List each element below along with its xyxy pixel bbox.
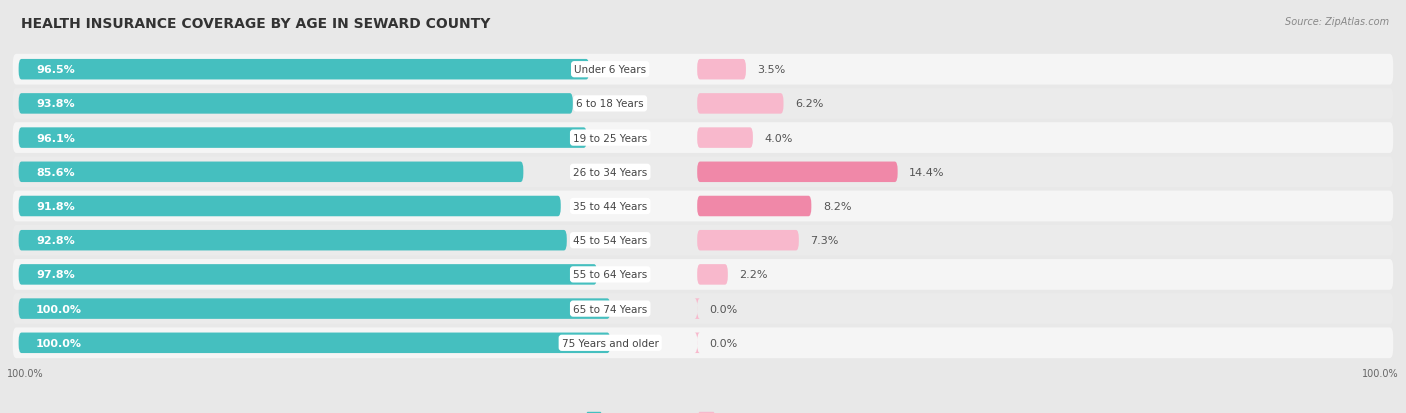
FancyBboxPatch shape [13, 89, 1393, 119]
Text: 3.5%: 3.5% [758, 65, 786, 75]
FancyBboxPatch shape [697, 128, 752, 149]
FancyBboxPatch shape [18, 299, 610, 319]
FancyBboxPatch shape [695, 299, 700, 319]
Text: 2.2%: 2.2% [740, 270, 768, 280]
FancyBboxPatch shape [18, 60, 589, 80]
Text: Under 6 Years: Under 6 Years [574, 65, 647, 75]
Text: 93.8%: 93.8% [37, 99, 75, 109]
Text: 4.0%: 4.0% [765, 133, 793, 143]
FancyBboxPatch shape [18, 128, 586, 149]
Text: 91.8%: 91.8% [37, 202, 75, 211]
Text: 26 to 34 Years: 26 to 34 Years [574, 167, 647, 177]
FancyBboxPatch shape [695, 333, 700, 353]
FancyBboxPatch shape [697, 196, 811, 217]
Text: 97.8%: 97.8% [37, 270, 75, 280]
Text: 100.0%: 100.0% [37, 304, 82, 314]
FancyBboxPatch shape [697, 94, 783, 114]
Text: 65 to 74 Years: 65 to 74 Years [574, 304, 647, 314]
FancyBboxPatch shape [13, 294, 1393, 324]
FancyBboxPatch shape [13, 225, 1393, 256]
FancyBboxPatch shape [18, 196, 561, 217]
FancyBboxPatch shape [18, 264, 598, 285]
Text: 8.2%: 8.2% [823, 202, 852, 211]
Text: 100.0%: 100.0% [37, 338, 82, 348]
FancyBboxPatch shape [13, 328, 1393, 358]
Text: 7.3%: 7.3% [810, 236, 839, 246]
FancyBboxPatch shape [18, 333, 610, 353]
Text: 96.5%: 96.5% [37, 65, 75, 75]
Text: 6 to 18 Years: 6 to 18 Years [576, 99, 644, 109]
FancyBboxPatch shape [13, 157, 1393, 188]
FancyBboxPatch shape [18, 94, 572, 114]
Text: 100.0%: 100.0% [7, 368, 44, 379]
FancyBboxPatch shape [18, 162, 523, 183]
Text: 19 to 25 Years: 19 to 25 Years [574, 133, 647, 143]
Text: 75 Years and older: 75 Years and older [562, 338, 658, 348]
FancyBboxPatch shape [13, 55, 1393, 85]
Text: 45 to 54 Years: 45 to 54 Years [574, 236, 647, 246]
Text: HEALTH INSURANCE COVERAGE BY AGE IN SEWARD COUNTY: HEALTH INSURANCE COVERAGE BY AGE IN SEWA… [21, 17, 491, 31]
FancyBboxPatch shape [697, 60, 747, 80]
FancyBboxPatch shape [13, 191, 1393, 222]
Text: Source: ZipAtlas.com: Source: ZipAtlas.com [1285, 17, 1389, 26]
FancyBboxPatch shape [697, 162, 897, 183]
Text: 14.4%: 14.4% [910, 167, 945, 177]
Text: 85.6%: 85.6% [37, 167, 75, 177]
Text: 96.1%: 96.1% [37, 133, 75, 143]
FancyBboxPatch shape [13, 259, 1393, 290]
Text: 35 to 44 Years: 35 to 44 Years [574, 202, 647, 211]
Text: 55 to 64 Years: 55 to 64 Years [574, 270, 647, 280]
FancyBboxPatch shape [697, 264, 728, 285]
FancyBboxPatch shape [18, 230, 567, 251]
Text: 0.0%: 0.0% [709, 338, 737, 348]
FancyBboxPatch shape [13, 123, 1393, 154]
Text: 100.0%: 100.0% [1362, 368, 1399, 379]
Text: 6.2%: 6.2% [796, 99, 824, 109]
Legend: With Coverage, Without Coverage: With Coverage, Without Coverage [582, 408, 824, 413]
Text: 0.0%: 0.0% [709, 304, 737, 314]
Text: 92.8%: 92.8% [37, 236, 75, 246]
FancyBboxPatch shape [697, 230, 799, 251]
